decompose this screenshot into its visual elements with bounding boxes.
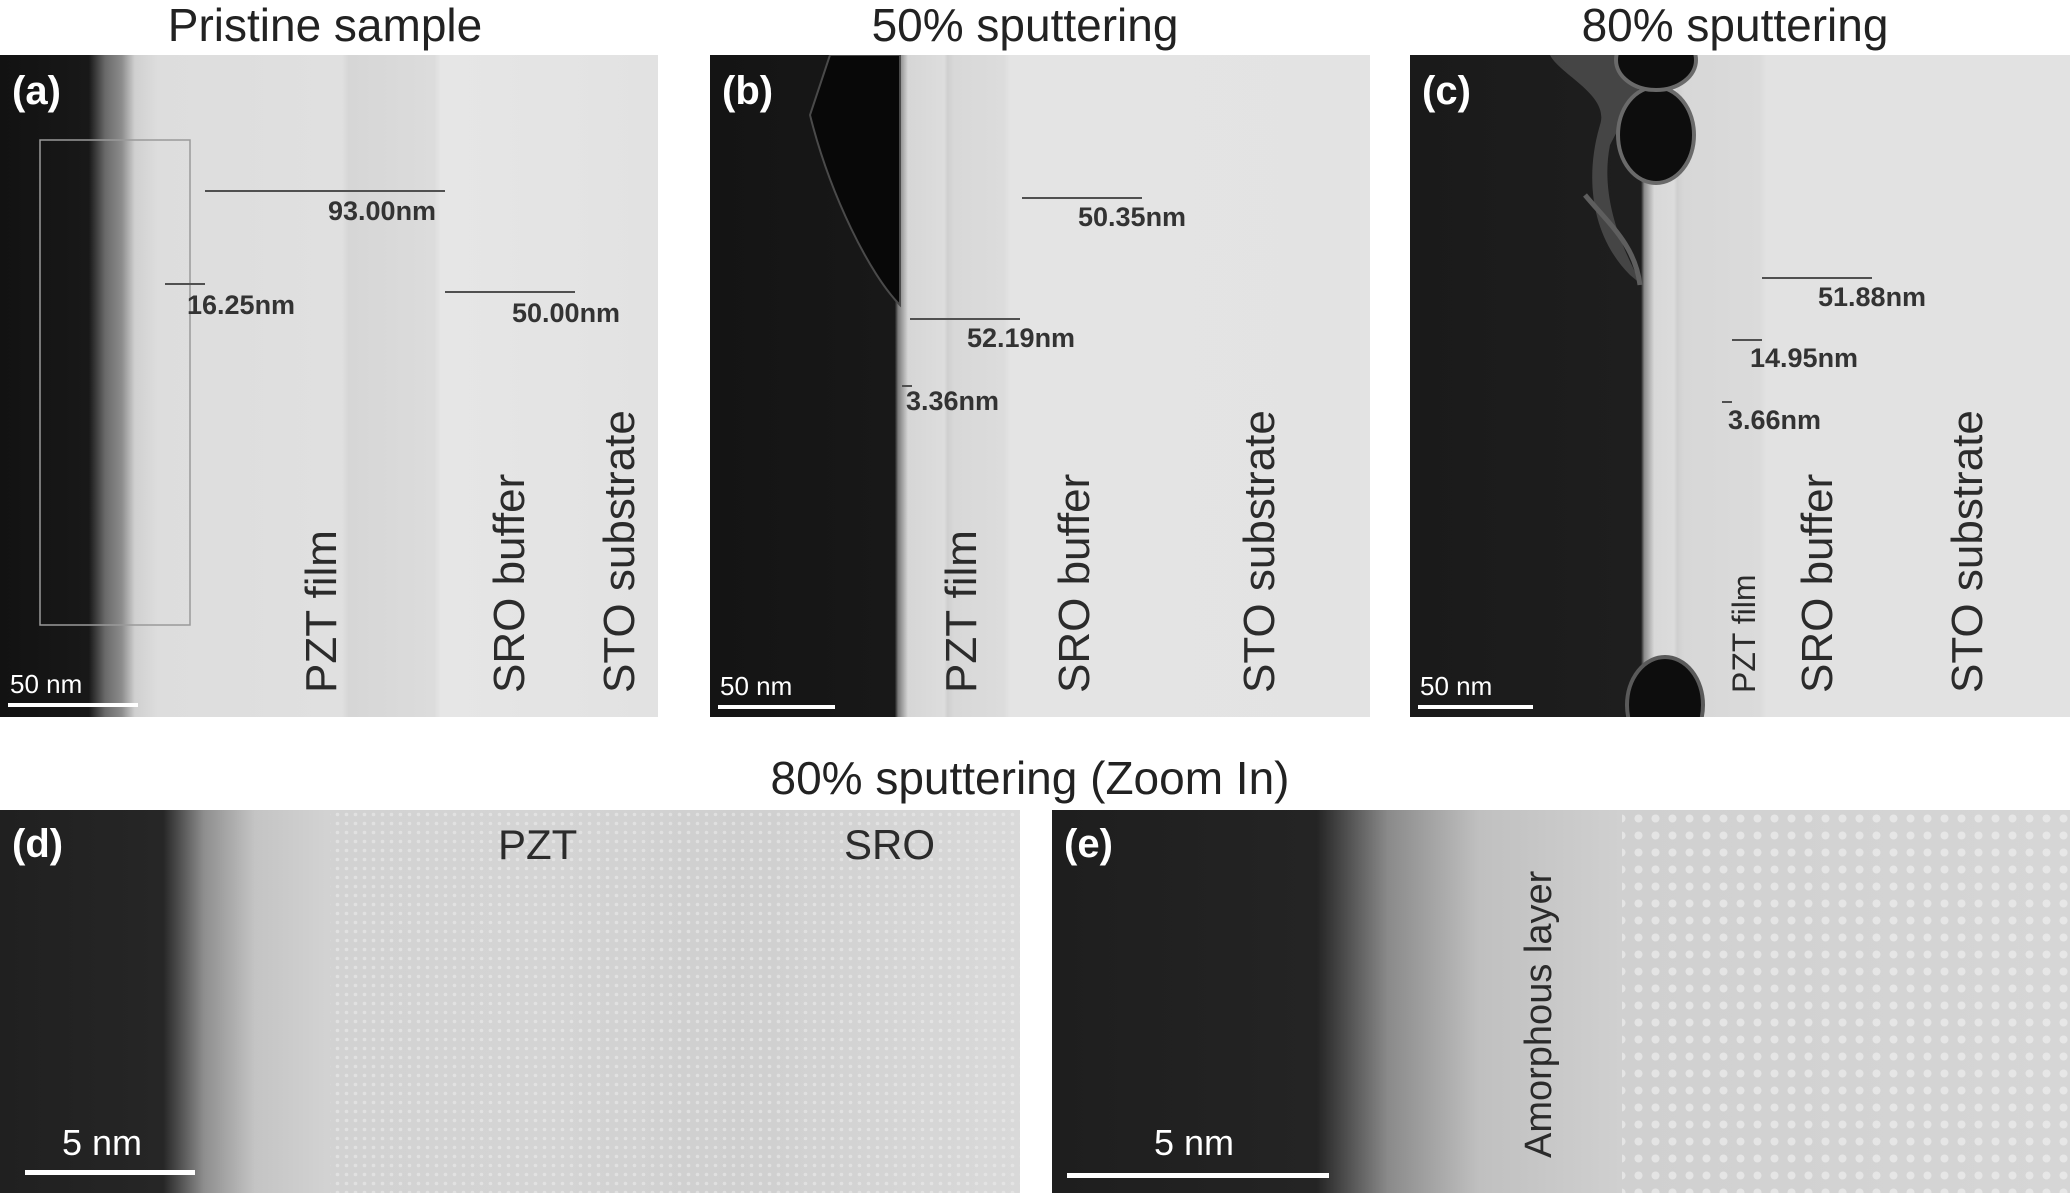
measure-line-c-3 [1722, 401, 1732, 403]
measurement-c-51: 51.88nm [1818, 282, 1927, 312]
layer-label-c-sto: STO substrate [1943, 410, 1992, 693]
scale-bar-e-label: 5 nm [1154, 1122, 1235, 1163]
measurement-b-50: 50.35nm [1078, 202, 1187, 232]
measure-line-b-1 [1022, 197, 1142, 199]
region-label-amorphous: Amorphous layer [1518, 870, 1560, 1158]
layer-label-a-sto: STO substrate [595, 410, 644, 693]
panel-c-image [1410, 55, 2070, 717]
measurement-b-3: 3.36nm [906, 386, 1000, 416]
title-50-sputtering: 50% sputtering [871, 0, 1179, 51]
measure-line-c-2 [1732, 339, 1762, 341]
measurement-a-16: 16.25nm [187, 290, 296, 320]
title-80-sputtering: 80% sputtering [1581, 0, 1889, 51]
measure-line-a-2 [165, 283, 205, 285]
panel-a-image [0, 55, 658, 717]
title-80-sputtering-zoom: 80% sputtering (Zoom In) [770, 752, 1290, 804]
measure-line-c-1 [1762, 277, 1872, 279]
title-pristine-sample: Pristine sample [167, 0, 483, 51]
panel-e-label: (e) [1064, 822, 1113, 866]
panel-c: (c) 51.88nm 14.95nm 3.66nm PZT film SRO … [1410, 55, 2070, 717]
scale-bar-d [25, 1170, 195, 1175]
scale-bar-b [718, 705, 835, 709]
panel-d-label: (d) [12, 822, 64, 866]
measure-line-b-2 [910, 318, 1020, 320]
scale-bar-d-label: 5 nm [62, 1122, 143, 1163]
panel-b: (b) 50.35nm 52.19nm 3.36nm PZT film SRO … [710, 55, 1370, 717]
scale-bar-a [8, 703, 138, 707]
measure-line-a-3 [445, 291, 575, 293]
measurement-c-14: 14.95nm [1750, 343, 1859, 373]
region-label-pzt: PZT [498, 821, 578, 868]
panel-a-label: (a) [12, 69, 61, 113]
panel-a: (a) 93.00nm 16.25nm 50.00nm PZT film SRO… [0, 55, 658, 717]
measure-line-b-3 [902, 385, 912, 387]
layer-label-c-sro: SRO buffer [1793, 473, 1842, 693]
region-label-sro: SRO [844, 821, 936, 868]
scale-bar-b-label: 50 nm [720, 671, 793, 701]
layer-label-a-sro: SRO buffer [485, 473, 534, 693]
layer-label-b-sto: STO substrate [1235, 410, 1284, 693]
scale-bar-e [1067, 1173, 1329, 1178]
measure-line-a-1 [205, 190, 445, 192]
panel-b-label: (b) [722, 69, 774, 113]
panel-d: (d) PZT SRO 5 nm [0, 810, 1020, 1193]
scale-bar-c-label: 50 nm [1420, 671, 1493, 701]
panel-e: (e) Amorphous layer 5 nm [1052, 810, 2070, 1193]
measurement-a-93: 93.00nm [328, 196, 437, 226]
panel-d-image [0, 810, 1020, 1193]
scale-bar-a-label: 50 nm [10, 669, 83, 699]
panel-e-image [1052, 810, 2070, 1193]
layer-label-b-sro: SRO buffer [1050, 473, 1099, 693]
measurement-b-52: 52.19nm [967, 323, 1076, 353]
layer-label-c-pzt: PZT film [1726, 574, 1762, 693]
measurement-c-3: 3.66nm [1728, 405, 1822, 435]
scale-bar-c [1418, 705, 1533, 709]
layer-label-a-pzt: PZT film [297, 530, 346, 693]
layer-label-b-pzt: PZT film [937, 530, 986, 693]
measurement-a-50: 50.00nm [512, 298, 621, 328]
panel-b-image [710, 55, 1370, 717]
panel-c-label: (c) [1422, 69, 1471, 113]
